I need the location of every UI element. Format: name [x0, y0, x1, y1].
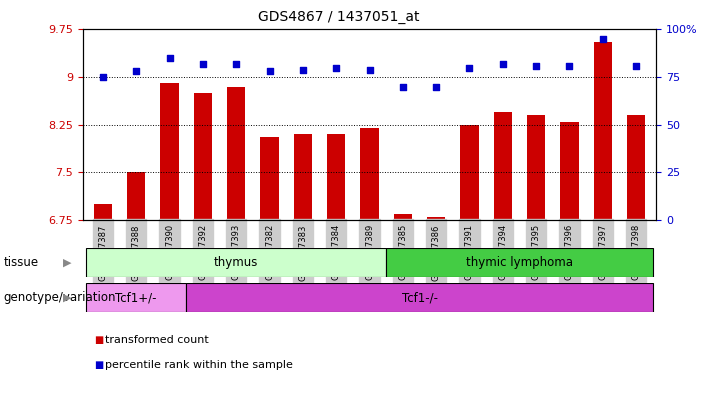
Bar	[260, 138, 279, 220]
Bar	[87, 248, 386, 277]
Point	[330, 64, 342, 71]
Bar	[593, 42, 612, 220]
Point	[97, 74, 109, 80]
Point	[464, 64, 475, 71]
Bar	[427, 217, 446, 220]
Text: GDS4867 / 1437051_at: GDS4867 / 1437051_at	[258, 10, 420, 24]
Text: ■: ■	[94, 360, 103, 371]
Bar	[293, 134, 312, 220]
Text: thymic lymphoma: thymic lymphoma	[466, 256, 573, 269]
Bar	[186, 283, 653, 312]
Bar	[194, 93, 212, 220]
Bar	[327, 134, 345, 220]
Text: ▶: ▶	[63, 293, 71, 303]
Point	[131, 68, 142, 75]
Bar	[360, 128, 379, 220]
Bar	[560, 121, 579, 220]
Point	[630, 62, 642, 69]
Bar	[494, 112, 512, 220]
Point	[597, 36, 609, 42]
Bar	[94, 204, 112, 220]
Point	[397, 84, 409, 90]
Point	[297, 66, 309, 73]
Text: thymus: thymus	[214, 256, 258, 269]
Point	[264, 68, 275, 75]
Point	[164, 55, 175, 61]
Point	[564, 62, 575, 69]
Point	[197, 61, 208, 67]
Bar	[127, 173, 146, 220]
Point	[497, 61, 508, 67]
Bar	[160, 83, 179, 220]
Text: tissue: tissue	[4, 256, 39, 269]
Bar	[227, 87, 245, 220]
Point	[363, 66, 375, 73]
Bar	[386, 248, 653, 277]
Point	[531, 62, 542, 69]
Point	[231, 61, 242, 67]
Text: Tcf1-/-: Tcf1-/-	[402, 291, 438, 304]
Text: transformed count: transformed count	[105, 335, 208, 345]
Bar	[627, 115, 645, 220]
Text: ▶: ▶	[63, 257, 71, 267]
Text: Tcf1+/-: Tcf1+/-	[115, 291, 157, 304]
Bar	[394, 214, 412, 220]
Point	[430, 84, 442, 90]
Text: ■: ■	[94, 335, 103, 345]
Bar	[527, 115, 545, 220]
Bar	[460, 125, 479, 220]
Text: percentile rank within the sample: percentile rank within the sample	[105, 360, 293, 371]
Text: genotype/variation: genotype/variation	[4, 291, 116, 304]
Bar	[87, 283, 186, 312]
